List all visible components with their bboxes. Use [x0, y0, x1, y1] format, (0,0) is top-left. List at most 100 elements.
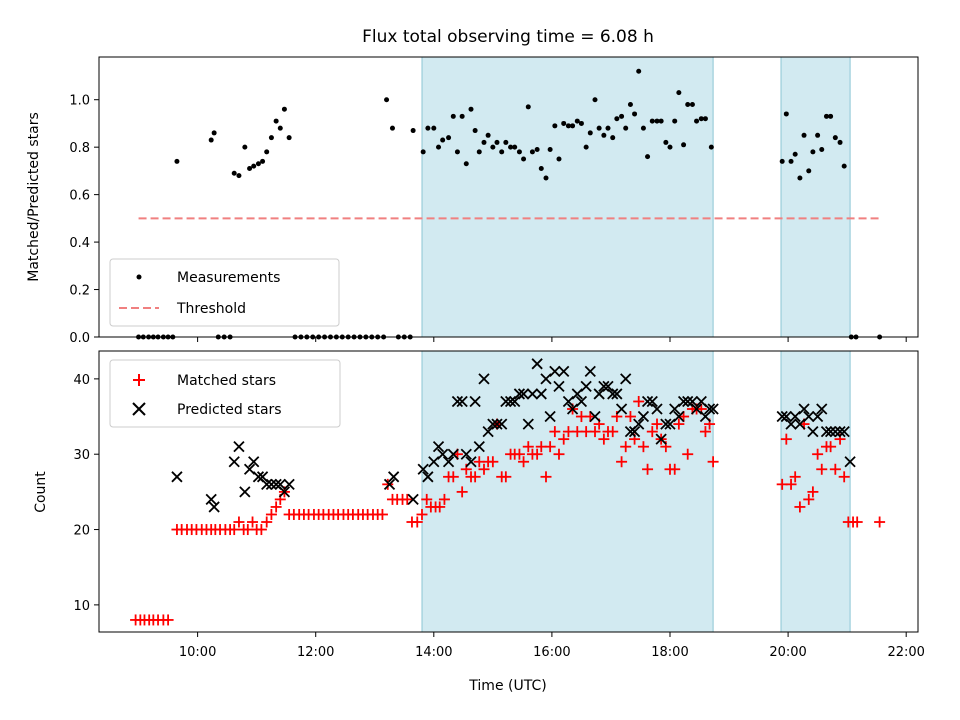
matched-star-point	[540, 471, 552, 483]
measurement-point	[281, 106, 287, 112]
predicted-star-point	[776, 410, 788, 423]
predicted-star-point	[540, 373, 552, 385]
measurement-point	[640, 125, 646, 131]
bottom-shaded-intervals	[421, 350, 851, 633]
matched-star-point	[785, 478, 797, 490]
measurement-point	[663, 139, 669, 145]
measurement-point	[702, 116, 708, 122]
measurement-point	[779, 158, 785, 164]
matched-star-point	[851, 516, 863, 528]
legend-measurements-label: Measurements	[177, 270, 280, 286]
measurement-point	[619, 113, 625, 119]
predicted-star-point	[562, 395, 575, 408]
measurement-point	[454, 149, 460, 155]
measurement-point	[583, 144, 589, 150]
predicted-star-point	[491, 418, 503, 430]
x-tick-label: 12:00	[297, 645, 334, 660]
legend-predicted-marker	[132, 402, 146, 416]
matched-star-point	[803, 493, 815, 505]
matched-star-point	[270, 501, 282, 513]
predicted-star-point	[816, 403, 828, 415]
predicted-star-point	[478, 373, 490, 385]
predicted-star-point	[660, 418, 672, 430]
measurement-point	[610, 135, 616, 141]
measurement-point	[797, 175, 803, 181]
predicted-star-point	[598, 380, 610, 393]
matched-star-point	[816, 463, 828, 475]
measurement-point	[837, 139, 843, 145]
predicted-star-point	[677, 395, 690, 408]
predicted-star-point	[682, 395, 694, 408]
measurement-point	[667, 144, 673, 150]
measurement-point	[672, 118, 678, 124]
predicted-star-point	[208, 501, 220, 513]
matched-star-point	[637, 441, 649, 453]
measurement-point	[819, 147, 825, 153]
measurement-point	[636, 68, 642, 74]
measurement-point	[587, 130, 593, 136]
measurement-point	[410, 128, 416, 134]
predicted-star-point	[248, 456, 260, 468]
predicted-star-point	[383, 478, 396, 490]
measurement-point	[596, 125, 602, 131]
x-tick-label: 22:00	[887, 645, 924, 660]
measurement-point	[260, 158, 266, 164]
predicted-star-point	[615, 403, 628, 415]
matched-star-point	[633, 395, 645, 407]
predicted-star-point	[496, 418, 508, 430]
top-legend: Measurements Threshold	[109, 258, 340, 327]
x-axis-label: Time (UTC)	[468, 678, 546, 694]
predicted-star-point	[673, 410, 685, 423]
predicted-star-point	[844, 456, 856, 468]
measurement-point	[552, 123, 558, 129]
matched-star-point	[874, 516, 886, 528]
top-y-tick-label: 0.8	[69, 141, 90, 156]
predicted-star-point	[584, 365, 596, 377]
measurement-point	[605, 125, 611, 131]
predicted-star-point	[447, 448, 459, 460]
matched-star-point	[553, 448, 565, 460]
measurement-point	[208, 137, 214, 143]
matched-star-point	[651, 418, 663, 430]
predicted-star-point	[482, 425, 494, 438]
matched-star-point	[558, 433, 570, 445]
legend-measurements-marker	[136, 274, 142, 280]
predicted-star-point	[780, 410, 792, 423]
measurement-point	[654, 118, 660, 124]
predicted-star-point	[633, 418, 645, 430]
measurement-point	[242, 144, 248, 150]
measurement-point	[534, 147, 540, 153]
measurement-point	[459, 113, 465, 119]
measurement-point	[708, 144, 714, 150]
predicted-star-point	[580, 380, 592, 393]
predicted-star-point	[473, 441, 485, 453]
top-shaded-intervals	[421, 56, 851, 338]
predicted-star-point	[437, 448, 449, 460]
measurement-point	[578, 120, 584, 126]
matched-star-point	[624, 411, 636, 423]
measurement-point	[529, 149, 535, 155]
predicted-star-point	[256, 471, 269, 483]
predicted-star-point	[171, 471, 183, 483]
predicted-star-point	[504, 395, 517, 408]
measurement-point	[273, 118, 279, 124]
measurement-point	[570, 123, 576, 129]
predicted-star-point	[465, 456, 477, 468]
predicted-star-point	[655, 433, 667, 445]
predicted-star-point	[517, 388, 530, 400]
matched-star-point	[376, 508, 388, 520]
predicted-star-point	[611, 388, 623, 400]
predicted-star-point	[686, 395, 699, 408]
predicted-star-point	[243, 463, 256, 475]
matched-star-point	[838, 471, 850, 483]
measurement-point	[645, 154, 651, 160]
predicted-star-point	[239, 486, 251, 498]
matched-star-point	[589, 426, 601, 438]
predicted-star-point	[442, 456, 455, 468]
matched-star-point	[825, 441, 837, 453]
top-axes-frame	[98, 56, 919, 338]
measurement-point	[574, 118, 580, 124]
measurement-point	[649, 118, 655, 124]
measurement-point	[286, 135, 292, 141]
measurement-point	[681, 142, 687, 148]
